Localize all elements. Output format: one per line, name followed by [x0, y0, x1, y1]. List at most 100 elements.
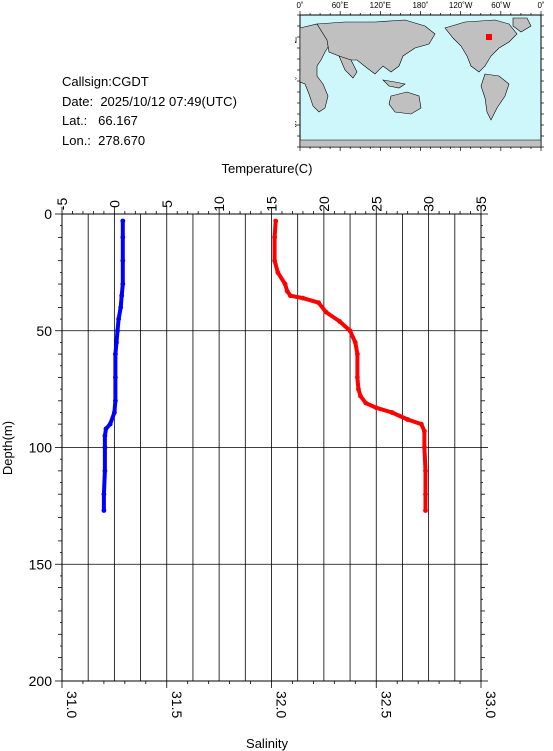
date-value: 2025/10/12 07:49(UTC): [100, 93, 237, 109]
salinity-point: [120, 258, 126, 264]
salinity-tick-label: 32.5: [378, 691, 394, 718]
temperature-tick-label: 35: [473, 196, 489, 212]
temperature-point: [405, 417, 411, 422]
map-longitude-label: 120˚W: [449, 1, 473, 10]
depth-tick-label: 0: [44, 206, 52, 222]
map-longitude-label: 0˚: [537, 1, 544, 10]
salinity-point: [120, 218, 126, 224]
salinity-point: [114, 340, 119, 345]
salinity-point: [112, 410, 117, 415]
lon-value: 278.670: [98, 132, 146, 148]
map-land-australia: [388, 91, 422, 115]
temperature-tick-label: 30: [421, 196, 437, 212]
temperature-point: [337, 319, 342, 324]
temperature-tick-label: 15: [264, 196, 280, 212]
map-longitude-label: 0˚: [296, 1, 303, 10]
date-row: Date: 2025/10/12 07:49(UTC): [62, 92, 237, 112]
salinity-tick-label: 32.0: [274, 691, 290, 718]
map-longitude-label: 60˚E: [332, 1, 349, 10]
salinity-tick-label: 31.5: [169, 691, 185, 718]
temperature-point: [422, 428, 427, 434]
temperature-point: [358, 393, 363, 399]
temperature-point: [418, 421, 424, 427]
station-info: Callsign:CGDT Date: 2025/10/12 07:49(UTC…: [62, 72, 237, 150]
temperature-point: [422, 445, 427, 450]
temperature-point: [352, 340, 358, 345]
salinity-point: [102, 468, 108, 474]
salinity-point: [120, 234, 126, 240]
depth-tick-label: 50: [36, 323, 52, 339]
temperature-tick-label: 25: [368, 196, 384, 212]
map-land-india: [338, 55, 358, 79]
lat-row: Lat.: 66.167: [62, 111, 237, 131]
temperature-point: [373, 405, 379, 411]
temperature-point: [423, 508, 428, 513]
callsign-text: Callsign:CGDT: [62, 74, 149, 89]
temperature-point: [347, 328, 353, 334]
salinity-point: [115, 328, 120, 334]
salinity-point: [102, 433, 108, 439]
map-longitude-label: 120˚E: [370, 1, 391, 10]
map-land-north-america: [444, 19, 518, 73]
salinity-point: [113, 398, 118, 404]
temperature-point: [275, 270, 281, 275]
salinity-point: [113, 351, 118, 357]
salinity-point: [107, 421, 113, 427]
salinity-point: [119, 293, 125, 299]
temperature-point: [300, 295, 306, 301]
temperature-tick-label: 20: [316, 196, 332, 212]
temperature-point: [323, 309, 329, 315]
salinity-profile-line: [101, 219, 125, 513]
salinity-point: [118, 305, 124, 310]
salinity-point: [120, 281, 126, 287]
salinity-point: [116, 316, 121, 322]
temperature-point: [288, 293, 293, 299]
salinity-tick-label: 33.0: [483, 691, 499, 718]
map-ticks: [297, 11, 544, 151]
temperature-point: [363, 400, 369, 406]
temperature-point: [389, 410, 395, 415]
station-marker: [486, 34, 492, 40]
temperature-point: [316, 300, 321, 306]
depth-tick-label: 100: [29, 440, 53, 456]
depth-tick-label: 200: [29, 673, 53, 689]
salinity-axis-title: Salinity: [246, 736, 288, 751]
map-longitude-label: 180˚: [412, 1, 428, 10]
temperature-point: [356, 386, 361, 392]
temperature-point: [272, 234, 277, 240]
map-longitude-label: 60˚W: [491, 1, 511, 10]
temperature-tick-label: 5: [159, 200, 175, 208]
temperature-point: [273, 218, 279, 224]
salinity-point: [102, 445, 108, 450]
temperature-point: [355, 375, 360, 380]
temperature-point: [272, 258, 277, 264]
depth-tick-label: 150: [29, 556, 53, 572]
temperature-tick-label: -5: [54, 198, 70, 211]
temperature-tick-label: 0: [106, 200, 122, 208]
depth-axis-title: Depth(m): [0, 421, 15, 475]
lon-row: Lon.: 278.670: [62, 131, 237, 151]
map-land-indonesia: [382, 79, 406, 89]
salinity-point: [101, 508, 107, 513]
temperature-point: [423, 491, 428, 497]
data-series: [101, 218, 428, 513]
date-label: Date:: [62, 93, 94, 109]
temperature-axis-title: Temperature(C): [221, 161, 312, 176]
lat-value: 66.167: [98, 113, 138, 128]
map-longitude-labels: 0˚ 60˚E 120˚E 180˚ 120˚W 60˚W 0˚: [296, 1, 544, 10]
salinity-point: [103, 426, 109, 432]
lon-label: Lon.:: [62, 132, 91, 148]
temperature-point: [284, 288, 290, 294]
salinity-point: [101, 491, 107, 497]
salinity-point: [113, 375, 118, 380]
temperature-point: [355, 351, 360, 357]
temperature-tick-label: 10: [211, 196, 227, 212]
map-land-greenland: [512, 17, 532, 33]
temperature-point: [282, 281, 288, 287]
salinity-tick-label: 31.0: [64, 691, 80, 718]
map-land-south-america: [480, 73, 510, 121]
